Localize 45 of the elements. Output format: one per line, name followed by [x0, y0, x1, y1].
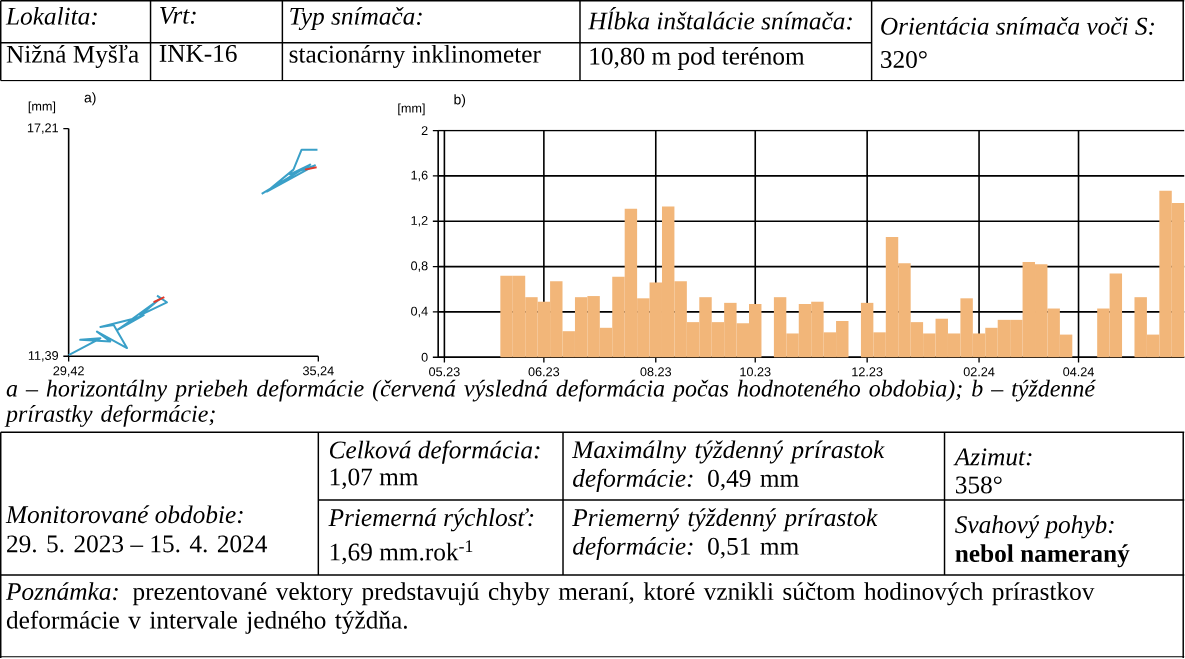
text: Azimut:	[953, 448, 1032, 466]
y-tick-label: 1,2	[411, 216, 428, 227]
text: INK-16	[159, 45, 237, 63]
text: Monitorované obdobie:	[5, 505, 243, 524]
y-axis-title: [mm]	[398, 103, 425, 116]
y-tick-label: 17,21	[27, 123, 58, 134]
x-tick-label: 04.24	[1063, 367, 1094, 377]
y-axis-title: [mm]	[28, 101, 56, 114]
x-tick-label: 08.23	[640, 367, 672, 377]
y-tick-label: 0	[421, 352, 428, 362]
x-tick-label: 05.23	[429, 367, 460, 377]
text: Svahový pohyb:	[955, 515, 1114, 539]
text: Orientácia snímača voči S:	[881, 17, 1154, 36]
text: 358°	[955, 476, 1002, 494]
text: Poznámka: prezentované vektory predstavujú chyby meraní, ktoré vznikli súčtom hodinových prírastkov deformácie v intervale jedného týždňa.	[5, 582, 1095, 635]
text: a – horizontálny priebeh deformácie (červená výsledná deformácia počas hodnoteného obdobia); b – týždenné prírastky deformácie;	[4, 379, 1096, 428]
text: stacionárny inklinometer	[289, 45, 541, 69]
text: Maximálny týždenný prírastok deformácie: 0,49 mm	[571, 440, 885, 493]
text: 320°	[881, 51, 927, 69]
y-tick-label: 0,8	[411, 261, 428, 272]
x-tick-label: 35,24	[302, 366, 334, 377]
x-tick-label: 02.24	[963, 367, 995, 377]
text: nebol nameraný	[955, 544, 1130, 568]
text: Nižná Myšľa	[6, 45, 139, 69]
y-tick-label: 2	[421, 126, 428, 136]
x-tick-label: 29,42	[53, 366, 84, 377]
text: 10,80 m pod terénom	[590, 47, 805, 71]
chart-title: a)	[84, 92, 96, 106]
text: 1,69 mm.rok$^{-1}$	[330, 540, 473, 565]
y-tick-label: 0,4	[411, 306, 428, 318]
x-tick-label: 10.23	[740, 367, 771, 377]
text: Priemerná rýchlosť:	[328, 508, 534, 532]
text: 1,07 mm	[330, 468, 419, 490]
text: 29. 5. 2023 – 15. 4. 2024	[7, 535, 268, 553]
y-tick-label: 11,39	[28, 351, 59, 362]
y-tick-label: 1,6	[411, 170, 428, 182]
text: Hĺbka inštalácie snímača:	[587, 7, 852, 30]
text: Lokalita:	[5, 7, 97, 26]
text: Priemerný týždenný prírastok deformácie: 0,51 mm	[572, 508, 878, 561]
text: Celková deformácia:	[329, 440, 540, 464]
text: Vrt:	[160, 7, 196, 25]
text: Typ snímača:	[290, 7, 422, 31]
x-tick-label: 12.23	[852, 367, 883, 377]
chart-title: b)	[454, 94, 466, 108]
x-tick-label: 06.23	[528, 367, 560, 377]
